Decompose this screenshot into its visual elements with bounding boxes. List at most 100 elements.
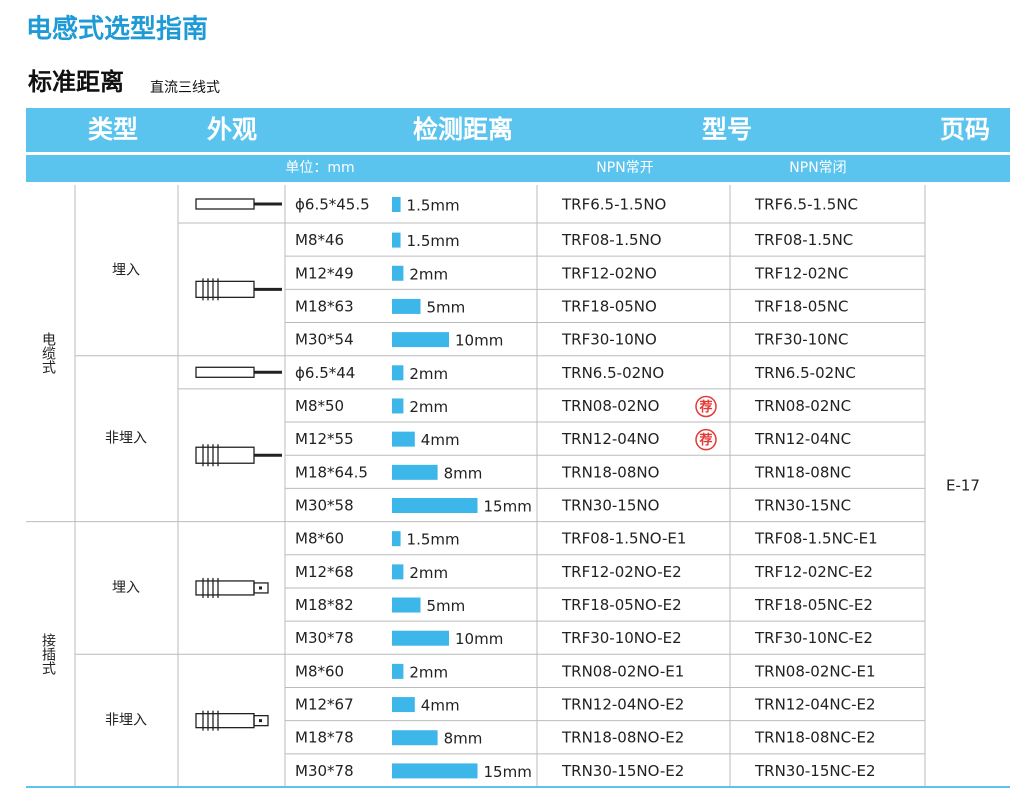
icon bbox=[195, 198, 255, 210]
model-nc: TRF30-10NC-E2 bbox=[754, 629, 873, 647]
distance-bar bbox=[392, 697, 415, 713]
distance-bar bbox=[392, 730, 438, 746]
size: M12*55 bbox=[295, 430, 354, 448]
distance-bar bbox=[392, 498, 478, 513]
model-nc: TRN12-04NC bbox=[754, 430, 851, 448]
distance-bar bbox=[392, 332, 449, 348]
distance: 8mm bbox=[444, 730, 483, 748]
column-header: 型号 bbox=[702, 115, 752, 144]
distance-bar bbox=[392, 197, 401, 212]
icon bbox=[195, 580, 255, 596]
model-no: TRF18-05NO bbox=[561, 297, 657, 315]
model-no: TRN30-15NO-E2 bbox=[561, 762, 684, 780]
model-no: TRN18-08NO-E2 bbox=[561, 729, 684, 747]
model-no: TRF6.5-1.5NO bbox=[561, 196, 666, 214]
model-no: TRN12-04NO-E2 bbox=[561, 696, 684, 714]
model-nc: TRF08-1.5NC-E1 bbox=[754, 530, 878, 548]
distance-bar bbox=[392, 564, 404, 580]
distance-bar bbox=[392, 298, 421, 314]
type: 接插式 bbox=[40, 633, 56, 676]
no-label: NPN常开 bbox=[596, 160, 653, 176]
distance-bar bbox=[392, 431, 415, 447]
model-nc: TRF18-05NC bbox=[754, 297, 849, 315]
distance-bar bbox=[392, 531, 401, 547]
size: M18*64.5 bbox=[295, 463, 368, 481]
size: M8*60 bbox=[295, 530, 344, 548]
model-no: TRN08-02NO-E1 bbox=[561, 662, 684, 680]
model-no: TRF30-10NO-E2 bbox=[561, 629, 682, 647]
distance: 5mm bbox=[427, 298, 466, 316]
distance: 1.5mm bbox=[407, 232, 460, 250]
unit-label: 单位：mm bbox=[285, 160, 354, 176]
column-header: 页码 bbox=[940, 115, 990, 144]
size: ϕ6.5*44 bbox=[295, 364, 355, 382]
model-no: TRF18-05NO-E2 bbox=[561, 596, 682, 614]
icon bbox=[195, 366, 255, 378]
model-no: TRN6.5-02NO bbox=[561, 364, 664, 382]
distance-bar bbox=[392, 265, 404, 281]
distance-bar bbox=[392, 464, 438, 480]
size: M8*46 bbox=[295, 231, 344, 249]
size: M8*50 bbox=[295, 397, 344, 415]
subtitle: 标准距离 bbox=[28, 68, 124, 96]
badge-circle bbox=[695, 395, 717, 418]
distance-bar bbox=[392, 630, 449, 646]
model-no: TRF30-10NO bbox=[561, 331, 657, 349]
size: M12*68 bbox=[295, 563, 354, 581]
model-no: TRN08-02NO bbox=[561, 397, 659, 415]
distance: 4mm bbox=[421, 697, 460, 715]
column-header: 类型 bbox=[88, 115, 138, 144]
icon bbox=[259, 586, 262, 590]
model-no: TRN30-15NO bbox=[561, 497, 659, 515]
icon bbox=[253, 582, 269, 594]
size: M30*58 bbox=[295, 497, 354, 515]
distance-bar bbox=[392, 763, 478, 779]
model-nc: TRN18-08NC bbox=[754, 463, 851, 481]
size: M8*60 bbox=[295, 662, 344, 680]
badge: 荐 bbox=[698, 399, 712, 415]
distance: 2mm bbox=[409, 265, 448, 283]
size: ϕ6.5*45.5 bbox=[295, 196, 370, 214]
model-nc: TRN6.5-02NC bbox=[754, 364, 856, 382]
title: 电感式选型指南 bbox=[26, 15, 208, 45]
distance: 2mm bbox=[409, 663, 448, 681]
badge: 荐 bbox=[698, 432, 712, 448]
model-nc: TRF30-10NC bbox=[754, 331, 849, 349]
mount: 埋入 bbox=[112, 580, 140, 596]
type: 电缆式 bbox=[40, 332, 56, 374]
model-nc: TRN08-02NC-E1 bbox=[754, 662, 876, 680]
distance: 10mm bbox=[455, 332, 503, 350]
distance-bar bbox=[392, 365, 404, 381]
column-header: 外观 bbox=[207, 115, 257, 144]
size: M30*78 bbox=[295, 629, 354, 647]
header-band bbox=[26, 108, 1010, 152]
column-header: 检测距离 bbox=[413, 115, 513, 144]
model-nc: TRN30-15NC bbox=[754, 497, 851, 515]
model-nc: TRN18-08NC-E2 bbox=[754, 729, 876, 747]
distance: 2mm bbox=[409, 564, 448, 582]
page: E-17 bbox=[946, 477, 980, 495]
icon bbox=[195, 280, 255, 299]
nc-label: NPN常闭 bbox=[789, 160, 846, 176]
distance: 1.5mm bbox=[407, 531, 460, 549]
distance-bar bbox=[392, 232, 401, 248]
model-nc: TRF08-1.5NC bbox=[754, 231, 853, 249]
subheader-band bbox=[26, 155, 1010, 182]
icon bbox=[195, 712, 255, 729]
distance-bar bbox=[392, 597, 421, 613]
badge-circle bbox=[695, 428, 717, 451]
distance: 10mm bbox=[455, 630, 503, 648]
model-nc: TRF12-02NC-E2 bbox=[754, 563, 873, 581]
size: M12*49 bbox=[295, 264, 354, 282]
size: M30*78 bbox=[295, 762, 354, 780]
distance: 8mm bbox=[444, 464, 483, 482]
mount: 非埋入 bbox=[105, 713, 147, 729]
mount: 非埋入 bbox=[105, 431, 147, 447]
distance: 2mm bbox=[409, 365, 448, 383]
distance-bar bbox=[392, 663, 404, 679]
distance: 2mm bbox=[409, 398, 448, 416]
subtitle-note: 直流三线式 bbox=[150, 79, 220, 96]
distance-bar bbox=[392, 398, 404, 414]
distance: 15mm bbox=[484, 763, 532, 781]
mount: 埋入 bbox=[112, 262, 140, 278]
